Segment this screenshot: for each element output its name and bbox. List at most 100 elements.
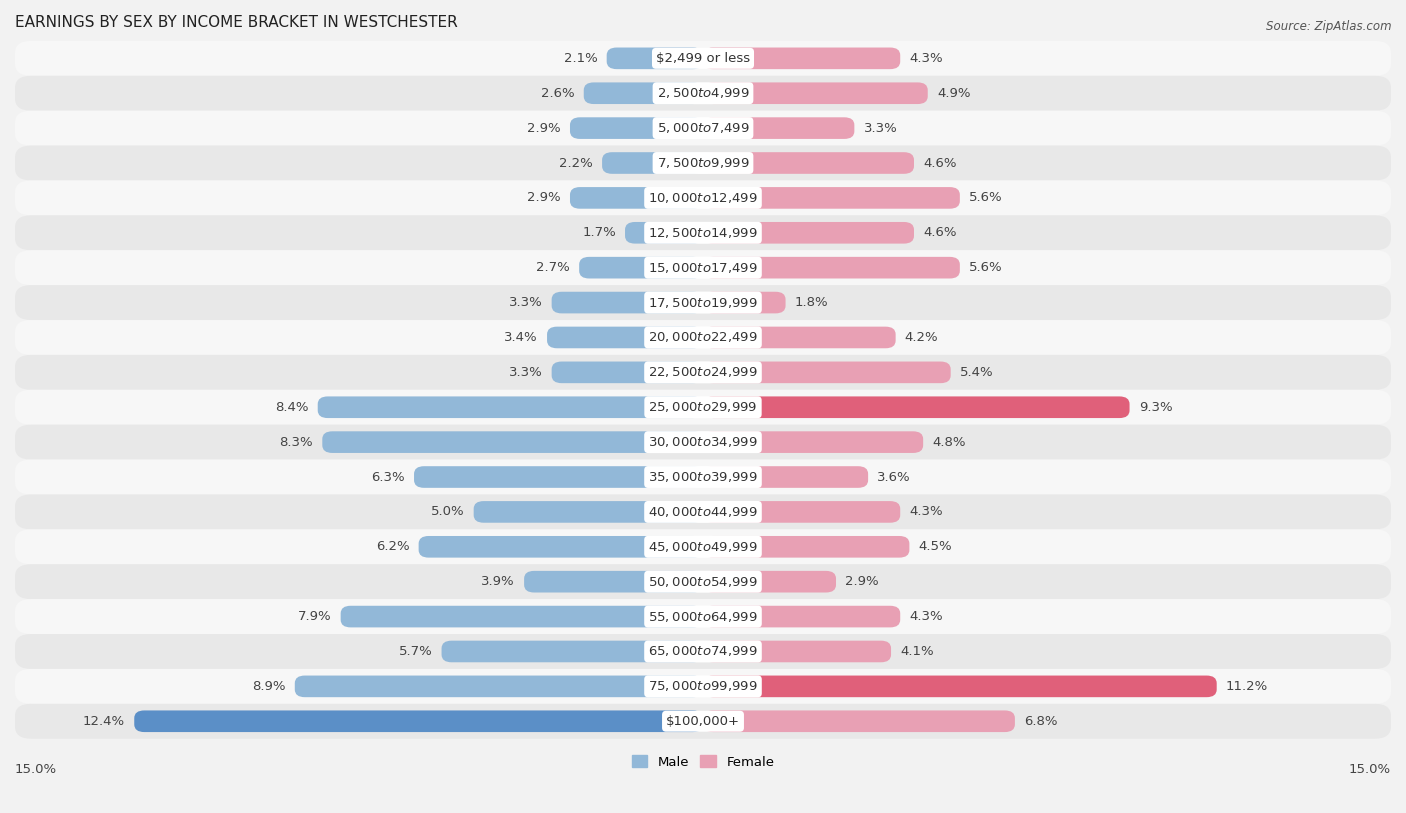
- FancyBboxPatch shape: [703, 82, 928, 104]
- Text: 5.7%: 5.7%: [399, 645, 433, 658]
- FancyBboxPatch shape: [15, 564, 1391, 599]
- Text: $50,000 to $54,999: $50,000 to $54,999: [648, 575, 758, 589]
- Text: $25,000 to $29,999: $25,000 to $29,999: [648, 400, 758, 415]
- FancyBboxPatch shape: [703, 152, 914, 174]
- FancyBboxPatch shape: [15, 599, 1391, 634]
- Text: $2,499 or less: $2,499 or less: [657, 52, 749, 65]
- FancyBboxPatch shape: [15, 285, 1391, 320]
- Text: 7.9%: 7.9%: [298, 610, 332, 623]
- Text: 4.5%: 4.5%: [918, 541, 952, 554]
- Text: 2.7%: 2.7%: [536, 261, 569, 274]
- FancyBboxPatch shape: [703, 257, 960, 279]
- FancyBboxPatch shape: [551, 292, 703, 313]
- FancyBboxPatch shape: [474, 501, 703, 523]
- Text: 2.1%: 2.1%: [564, 52, 598, 65]
- FancyBboxPatch shape: [15, 355, 1391, 389]
- Legend: Male, Female: Male, Female: [626, 750, 780, 774]
- Text: $2,500 to $4,999: $2,500 to $4,999: [657, 86, 749, 100]
- Text: $10,000 to $12,499: $10,000 to $12,499: [648, 191, 758, 205]
- FancyBboxPatch shape: [340, 606, 703, 628]
- Text: $22,500 to $24,999: $22,500 to $24,999: [648, 365, 758, 380]
- FancyBboxPatch shape: [15, 215, 1391, 250]
- FancyBboxPatch shape: [318, 397, 703, 418]
- Text: 2.6%: 2.6%: [541, 87, 575, 100]
- Text: 8.3%: 8.3%: [280, 436, 314, 449]
- Text: 15.0%: 15.0%: [15, 763, 58, 776]
- Text: $45,000 to $49,999: $45,000 to $49,999: [648, 540, 758, 554]
- FancyBboxPatch shape: [15, 634, 1391, 669]
- Text: $40,000 to $44,999: $40,000 to $44,999: [648, 505, 758, 519]
- FancyBboxPatch shape: [15, 111, 1391, 146]
- FancyBboxPatch shape: [15, 529, 1391, 564]
- FancyBboxPatch shape: [703, 711, 1015, 732]
- FancyBboxPatch shape: [15, 180, 1391, 215]
- FancyBboxPatch shape: [569, 117, 703, 139]
- FancyBboxPatch shape: [703, 327, 896, 348]
- Text: 2.9%: 2.9%: [527, 122, 561, 135]
- FancyBboxPatch shape: [703, 47, 900, 69]
- FancyBboxPatch shape: [703, 536, 910, 558]
- FancyBboxPatch shape: [703, 222, 914, 244]
- Text: 15.0%: 15.0%: [1348, 763, 1391, 776]
- FancyBboxPatch shape: [703, 606, 900, 628]
- FancyBboxPatch shape: [295, 676, 703, 698]
- Text: $20,000 to $22,499: $20,000 to $22,499: [648, 330, 758, 345]
- Text: 1.8%: 1.8%: [794, 296, 828, 309]
- Text: 6.8%: 6.8%: [1024, 715, 1057, 728]
- Text: 6.3%: 6.3%: [371, 471, 405, 484]
- FancyBboxPatch shape: [15, 669, 1391, 704]
- FancyBboxPatch shape: [322, 432, 703, 453]
- Text: 4.9%: 4.9%: [936, 87, 970, 100]
- Text: $35,000 to $39,999: $35,000 to $39,999: [648, 470, 758, 484]
- FancyBboxPatch shape: [703, 362, 950, 383]
- FancyBboxPatch shape: [15, 41, 1391, 76]
- Text: $65,000 to $74,999: $65,000 to $74,999: [648, 645, 758, 659]
- FancyBboxPatch shape: [15, 704, 1391, 739]
- Text: 4.3%: 4.3%: [910, 506, 943, 519]
- Text: 5.6%: 5.6%: [969, 191, 1002, 204]
- FancyBboxPatch shape: [134, 711, 703, 732]
- Text: 3.3%: 3.3%: [509, 366, 543, 379]
- Text: 5.4%: 5.4%: [960, 366, 994, 379]
- Text: $17,500 to $19,999: $17,500 to $19,999: [648, 296, 758, 310]
- FancyBboxPatch shape: [15, 389, 1391, 424]
- Text: 2.9%: 2.9%: [845, 575, 879, 588]
- FancyBboxPatch shape: [15, 459, 1391, 494]
- Text: 5.0%: 5.0%: [430, 506, 464, 519]
- Text: 11.2%: 11.2%: [1226, 680, 1268, 693]
- FancyBboxPatch shape: [703, 397, 1129, 418]
- Text: 3.3%: 3.3%: [509, 296, 543, 309]
- FancyBboxPatch shape: [569, 187, 703, 209]
- Text: 6.2%: 6.2%: [375, 541, 409, 554]
- FancyBboxPatch shape: [15, 424, 1391, 459]
- FancyBboxPatch shape: [703, 466, 868, 488]
- Text: 4.1%: 4.1%: [900, 645, 934, 658]
- Text: $100,000+: $100,000+: [666, 715, 740, 728]
- Text: 4.3%: 4.3%: [910, 610, 943, 623]
- Text: 8.9%: 8.9%: [252, 680, 285, 693]
- Text: 8.4%: 8.4%: [276, 401, 308, 414]
- FancyBboxPatch shape: [703, 501, 900, 523]
- Text: $5,000 to $7,499: $5,000 to $7,499: [657, 121, 749, 135]
- Text: $15,000 to $17,499: $15,000 to $17,499: [648, 261, 758, 275]
- FancyBboxPatch shape: [703, 117, 855, 139]
- FancyBboxPatch shape: [551, 362, 703, 383]
- FancyBboxPatch shape: [703, 676, 1216, 698]
- FancyBboxPatch shape: [583, 82, 703, 104]
- FancyBboxPatch shape: [626, 222, 703, 244]
- Text: Source: ZipAtlas.com: Source: ZipAtlas.com: [1267, 20, 1392, 33]
- FancyBboxPatch shape: [15, 250, 1391, 285]
- Text: $7,500 to $9,999: $7,500 to $9,999: [657, 156, 749, 170]
- Text: $30,000 to $34,999: $30,000 to $34,999: [648, 435, 758, 449]
- FancyBboxPatch shape: [703, 187, 960, 209]
- Text: 1.7%: 1.7%: [582, 226, 616, 239]
- Text: $75,000 to $99,999: $75,000 to $99,999: [648, 680, 758, 693]
- FancyBboxPatch shape: [606, 47, 703, 69]
- FancyBboxPatch shape: [15, 146, 1391, 180]
- Text: 4.6%: 4.6%: [924, 157, 956, 169]
- Text: 3.6%: 3.6%: [877, 471, 911, 484]
- Text: 3.3%: 3.3%: [863, 122, 897, 135]
- FancyBboxPatch shape: [524, 571, 703, 593]
- FancyBboxPatch shape: [441, 641, 703, 663]
- FancyBboxPatch shape: [703, 292, 786, 313]
